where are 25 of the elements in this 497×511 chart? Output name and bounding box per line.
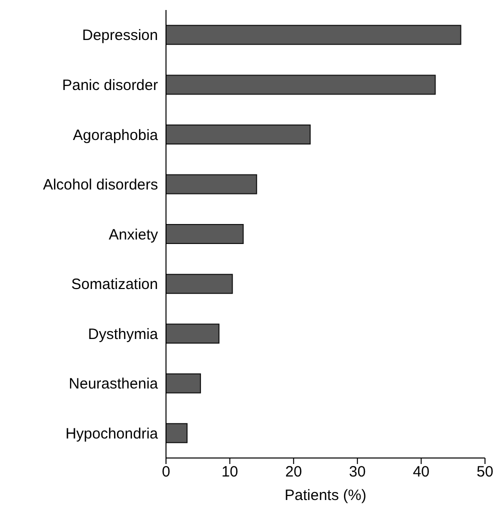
y-tick-label: Dysthymia	[88, 326, 159, 343]
bar	[166, 174, 258, 194]
bar	[166, 224, 244, 244]
y-tick-label: Somatization	[71, 276, 158, 294]
bar	[166, 274, 233, 294]
x-tick-label: 0	[162, 464, 170, 481]
x-tick-label: 10	[221, 464, 238, 481]
x-tick-label: 20	[285, 464, 302, 481]
x-axis-title: Patients (%)	[284, 487, 366, 504]
bar	[166, 74, 436, 95]
bar	[166, 124, 311, 144]
y-tick-label: Anxiety	[108, 226, 158, 244]
y-tick-label: Agoraphobia	[72, 126, 159, 144]
y-tick-label: Depression	[82, 27, 158, 44]
bar	[166, 324, 220, 344]
x-tick-label: 50	[476, 464, 494, 481]
x-tick-label: 40	[412, 464, 430, 481]
bar	[166, 373, 201, 394]
bar	[166, 423, 188, 444]
y-tick-label: Neurasthenia	[68, 376, 159, 393]
y-tick-label: Alcohol disorders	[42, 176, 158, 194]
y-tick-label: Hypochondria	[65, 425, 159, 442]
bar	[166, 24, 462, 45]
x-tick-label: 30	[349, 464, 366, 481]
y-tick-label: Panic disorder	[62, 76, 158, 94]
